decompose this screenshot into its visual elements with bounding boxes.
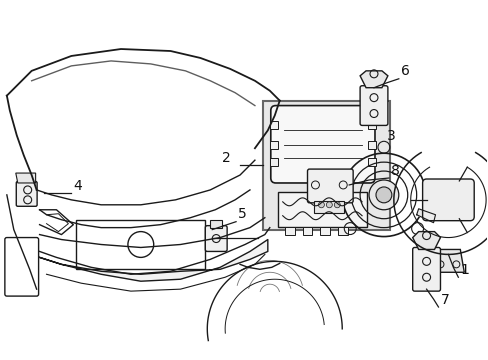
FancyBboxPatch shape	[422, 179, 473, 221]
Bar	[320, 227, 330, 235]
Circle shape	[325, 202, 332, 208]
Polygon shape	[412, 231, 440, 249]
Circle shape	[375, 187, 391, 203]
Bar	[314, 201, 344, 213]
Bar	[263, 100, 389, 230]
Circle shape	[368, 180, 398, 210]
Bar	[367, 141, 375, 149]
Bar	[210, 220, 222, 228]
Bar	[269, 141, 277, 149]
Bar	[76, 220, 205, 269]
Bar	[269, 121, 277, 129]
Circle shape	[318, 202, 324, 208]
Bar	[338, 227, 347, 235]
Bar	[302, 227, 312, 235]
Text: 2: 2	[222, 151, 230, 165]
FancyBboxPatch shape	[412, 247, 440, 291]
FancyBboxPatch shape	[359, 86, 387, 125]
Text: 1: 1	[459, 263, 468, 277]
FancyBboxPatch shape	[205, 226, 226, 251]
Circle shape	[334, 202, 340, 208]
Text: 3: 3	[386, 129, 395, 143]
Text: 5: 5	[238, 207, 246, 221]
Text: 4: 4	[73, 179, 82, 193]
Polygon shape	[40, 239, 267, 281]
Bar	[367, 121, 375, 129]
Polygon shape	[16, 173, 36, 183]
FancyBboxPatch shape	[16, 181, 37, 206]
Polygon shape	[359, 71, 387, 88]
Bar	[277, 192, 366, 227]
Bar	[367, 158, 375, 166]
Bar	[284, 227, 294, 235]
FancyBboxPatch shape	[270, 105, 374, 183]
Polygon shape	[432, 249, 463, 272]
Text: 7: 7	[440, 293, 448, 307]
Bar	[269, 158, 277, 166]
Text: 6: 6	[400, 64, 409, 78]
Polygon shape	[416, 209, 435, 223]
Text: 8: 8	[390, 164, 399, 178]
FancyBboxPatch shape	[307, 169, 352, 203]
